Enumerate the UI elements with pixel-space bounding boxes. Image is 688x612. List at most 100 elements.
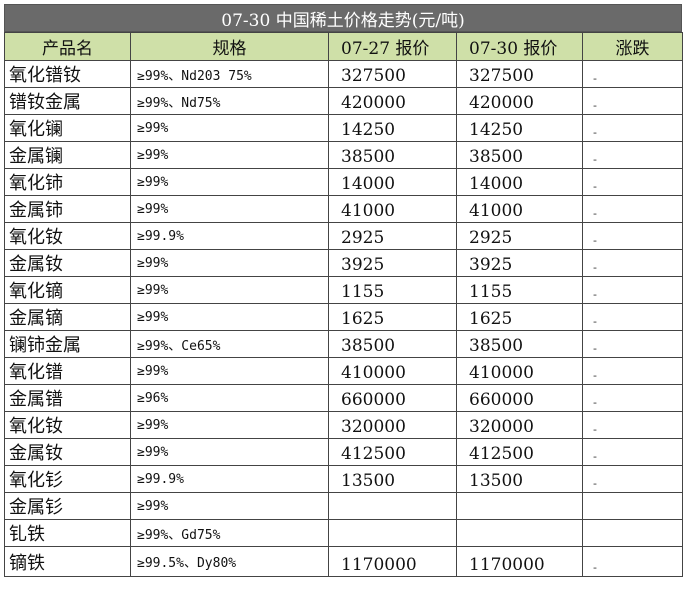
price-change: - <box>582 195 683 223</box>
product-spec: ≥99.9% <box>130 222 329 250</box>
product-spec: ≥99.9% <box>130 465 329 493</box>
price-0727: 320000 <box>328 411 457 439</box>
header-price-0727: 07-27 报价 <box>328 32 457 61</box>
price-0730: 1170000 <box>456 546 583 577</box>
price-0727: 420000 <box>328 87 457 115</box>
table-row: 金属镨 ≥96% 660000 660000- <box>4 384 683 412</box>
price-change: - <box>582 384 683 412</box>
price-change: - <box>582 87 683 115</box>
price-0727: 327500 <box>328 60 457 88</box>
product-name: 金属钕 <box>4 438 131 466</box>
product-spec: ≥99% <box>130 114 329 142</box>
price-change: - <box>582 330 683 358</box>
product-spec: ≥99% <box>130 195 329 223</box>
product-spec: ≥99%、Ce65% <box>130 330 329 358</box>
price-0727 <box>328 519 457 547</box>
table-row: 氧化镨钕 ≥99%、Nd203 75% 327500 327500- <box>4 60 683 88</box>
product-spec: ≥99% <box>130 249 329 277</box>
header-row: 产品名 规格 07-27 报价 07-30 报价 涨跌 <box>4 32 683 61</box>
product-spec: ≥99% <box>130 438 329 466</box>
price-change: - <box>582 60 683 88</box>
price-table: 产品名 规格 07-27 报价 07-30 报价 涨跌 氧化镨钕 ≥99%、Nd2… <box>4 32 683 577</box>
price-0730: 412500 <box>456 438 583 466</box>
price-0730: 38500 <box>456 141 583 169</box>
price-change: - <box>582 114 683 142</box>
product-name: 金属钕 <box>4 249 131 277</box>
table-row: 金属镧 ≥99% 38500 38500- <box>4 141 683 169</box>
table-row: 金属镝 ≥99% 1625 1625- <box>4 303 683 331</box>
price-change: - <box>582 303 683 331</box>
product-spec: ≥99.5%、Dy80% <box>130 546 329 577</box>
price-change: - <box>582 276 683 304</box>
table-row: 金属钕 ≥99% 3925 3925- <box>4 249 683 277</box>
header-change: 涨跌 <box>582 32 683 61</box>
table-row: 镝铁 ≥99.5%、Dy80% 1170000 1170000- <box>4 546 683 577</box>
product-name: 氧化钐 <box>4 465 131 493</box>
price-0730: 13500 <box>456 465 583 493</box>
product-name: 金属镝 <box>4 303 131 331</box>
product-spec: ≥99% <box>130 357 329 385</box>
price-0727: 38500 <box>328 141 457 169</box>
price-0730: 410000 <box>456 357 583 385</box>
price-change: - <box>582 249 683 277</box>
product-spec: ≥99%、Nd203 75% <box>130 60 329 88</box>
product-name: 氧化镧 <box>4 114 131 142</box>
price-0730: 38500 <box>456 330 583 358</box>
header-price-0730: 07-30 报价 <box>456 32 583 61</box>
price-change: - <box>582 438 683 466</box>
price-0727: 1170000 <box>328 546 457 577</box>
product-name: 氧化镝 <box>4 276 131 304</box>
price-change <box>582 492 683 520</box>
price-0727: 410000 <box>328 357 457 385</box>
product-spec: ≥99% <box>130 276 329 304</box>
table-row: 金属铈 ≥99% 41000 41000- <box>4 195 683 223</box>
product-name: 钆铁 <box>4 519 131 547</box>
table-row: 氧化镨 ≥99% 410000 410000- <box>4 357 683 385</box>
table-row: 镨钕金属 ≥99%、Nd75% 420000 420000- <box>4 87 683 115</box>
table-row: 氧化钐 ≥99.9% 13500 13500- <box>4 465 683 493</box>
product-spec: ≥99% <box>130 168 329 196</box>
price-change: - <box>582 141 683 169</box>
price-change: - <box>582 546 683 577</box>
product-spec: ≥99% <box>130 141 329 169</box>
price-change: - <box>582 168 683 196</box>
price-0727: 3925 <box>328 249 457 277</box>
product-name: 氧化钕 <box>4 411 131 439</box>
product-name: 氧化镨钕 <box>4 60 131 88</box>
price-change: - <box>582 222 683 250</box>
table-row: 镧铈金属 ≥99%、Ce65% 38500 38500- <box>4 330 683 358</box>
table-row: 金属钐 ≥99% <box>4 492 683 520</box>
product-name: 氧化钕 <box>4 222 131 250</box>
table-title: 07-30 中国稀土价格走势(元/吨) <box>4 4 682 32</box>
price-0730: 1155 <box>456 276 583 304</box>
product-name: 氧化铈 <box>4 168 131 196</box>
table-row: 氧化铈 ≥99% 14000 14000- <box>4 168 683 196</box>
table-row: 金属钕 ≥99% 412500 412500- <box>4 438 683 466</box>
price-0730: 660000 <box>456 384 583 412</box>
price-0730: 14250 <box>456 114 583 142</box>
price-0730: 14000 <box>456 168 583 196</box>
price-0727: 38500 <box>328 330 457 358</box>
product-name: 镧铈金属 <box>4 330 131 358</box>
price-0727: 1625 <box>328 303 457 331</box>
table-row: 氧化钕 ≥99% 320000 320000- <box>4 411 683 439</box>
price-change <box>582 519 683 547</box>
product-name: 金属钐 <box>4 492 131 520</box>
table-row: 钆铁 ≥99%、Gd75% <box>4 519 683 547</box>
price-0730: 420000 <box>456 87 583 115</box>
product-name: 金属镧 <box>4 141 131 169</box>
price-change: - <box>582 411 683 439</box>
product-name: 金属铈 <box>4 195 131 223</box>
price-table-container: 07-30 中国稀土价格走势(元/吨) 产品名 规格 07-27 报价 07-3… <box>4 4 683 577</box>
product-spec: ≥99% <box>130 411 329 439</box>
price-0727: 41000 <box>328 195 457 223</box>
price-0730: 320000 <box>456 411 583 439</box>
price-0730: 41000 <box>456 195 583 223</box>
price-0727 <box>328 492 457 520</box>
product-name: 镝铁 <box>4 546 131 577</box>
price-0727: 14250 <box>328 114 457 142</box>
price-0727: 13500 <box>328 465 457 493</box>
product-name: 氧化镨 <box>4 357 131 385</box>
table-row: 氧化钕 ≥99.9% 2925 2925- <box>4 222 683 250</box>
product-spec: ≥96% <box>130 384 329 412</box>
